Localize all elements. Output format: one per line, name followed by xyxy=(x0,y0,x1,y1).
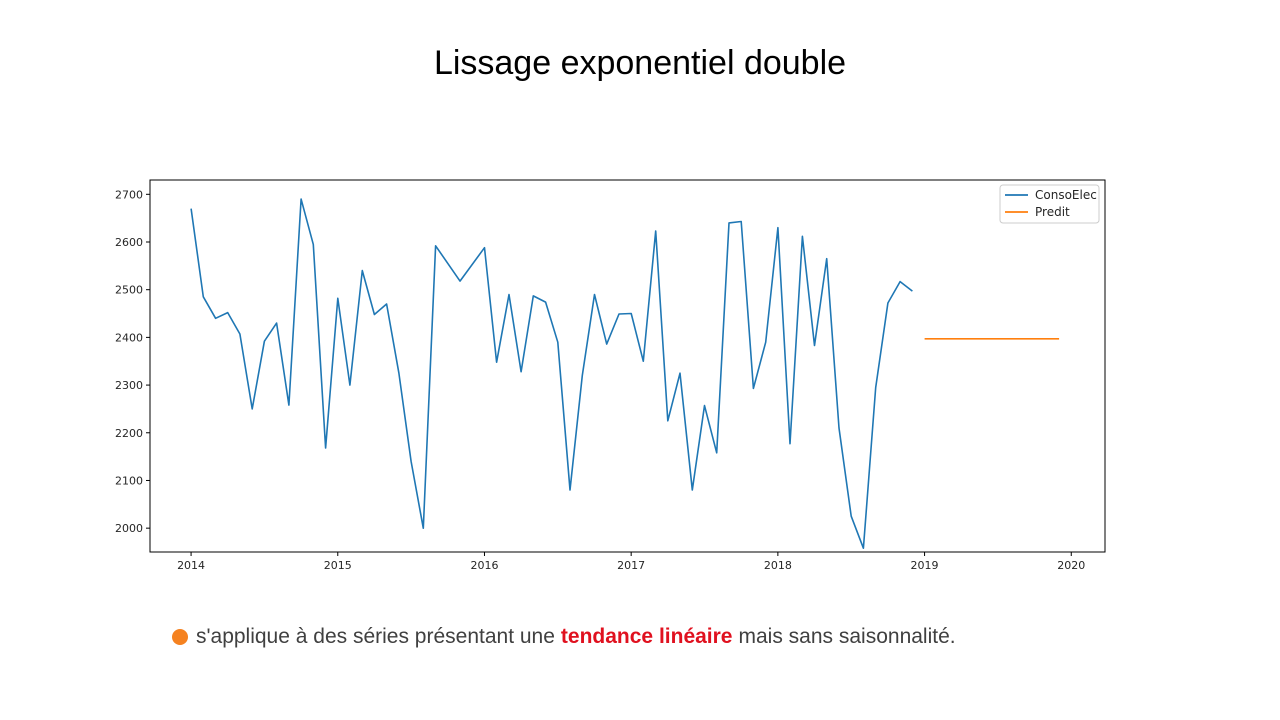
bullet-text-before: s'applique à des séries présentant une xyxy=(196,625,555,648)
x-tick-label: 2015 xyxy=(324,559,352,572)
plot-frame xyxy=(149,179,1106,553)
x-tick-label: 2014 xyxy=(177,559,205,572)
x-tick-label: 2017 xyxy=(617,559,645,572)
plot-lines xyxy=(190,198,1060,550)
legend-label: ConsoElec xyxy=(1035,188,1097,202)
y-axis: 2000 2100 2200 2300 2400 2500 2600 2700 xyxy=(115,188,150,535)
y-tick-label: 2100 xyxy=(115,474,143,487)
x-tick-label: 2019 xyxy=(911,559,939,572)
bullet-dot-icon xyxy=(172,629,188,645)
x-tick-label: 2018 xyxy=(764,559,792,572)
x-axis: 2014 2015 2016 2017 2018 2019 2020 xyxy=(177,552,1085,572)
bullet-highlight: tendance linéaire xyxy=(560,625,733,648)
x-tick-label: 2020 xyxy=(1057,559,1085,572)
series-line-consoelec xyxy=(190,198,913,550)
legend: ConsoElec Predit xyxy=(999,184,1100,224)
bullet-point: s'applique à des séries présentant une t… xyxy=(172,622,956,652)
y-tick-label: 2300 xyxy=(115,379,143,392)
y-tick-label: 2200 xyxy=(115,427,143,440)
x-tick-label: 2016 xyxy=(470,559,498,572)
slide-title: Lissage exponentiel double xyxy=(433,44,847,82)
y-tick-label: 2000 xyxy=(115,522,143,535)
bullet-text-after: mais sans saisonnalité. xyxy=(738,625,956,648)
legend-label: Predit xyxy=(1035,205,1070,219)
y-tick-label: 2700 xyxy=(115,188,143,201)
y-tick-label: 2400 xyxy=(115,331,143,344)
y-tick-label: 2600 xyxy=(115,236,143,249)
y-tick-label: 2500 xyxy=(115,284,143,297)
